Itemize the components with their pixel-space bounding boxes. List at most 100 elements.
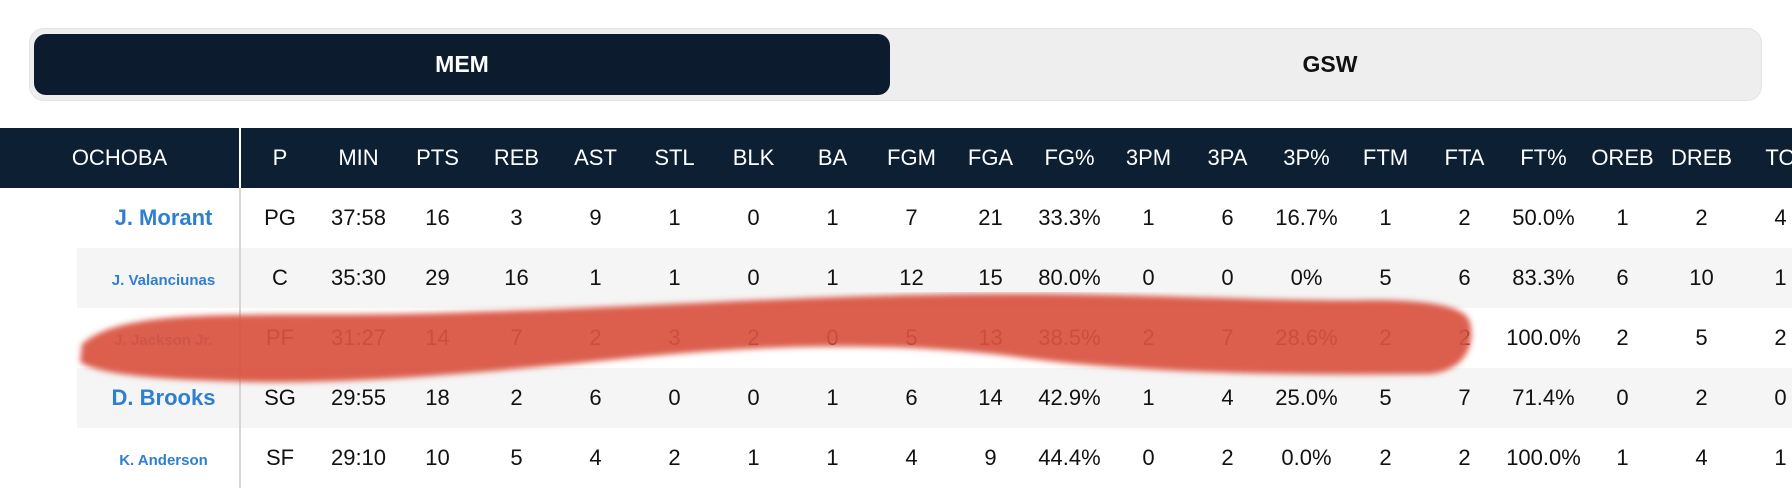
column-header-stat-4[interactable]: REB <box>493 145 540 170</box>
stat-cell: 1 <box>747 445 760 470</box>
stat-cell: 4 <box>589 445 602 470</box>
player-cell: J. Jackson Jr. <box>0 308 241 368</box>
stat-cell: 2 <box>1379 445 1392 470</box>
column-header-stat-10[interactable]: FGA <box>967 145 1014 170</box>
stat-cell: 1 <box>793 248 872 308</box>
stat-cell: 35:30 <box>319 248 398 308</box>
stat-cell: 1 <box>1774 445 1787 470</box>
stat-cell: 7 <box>905 205 918 230</box>
tab-gsw[interactable]: GSW <box>1302 51 1358 77</box>
stat-cell: 31:27 <box>330 325 387 350</box>
stat-cell: 4 <box>905 445 918 470</box>
player-cell: K. Anderson <box>0 428 241 488</box>
stat-cell: 9 <box>984 445 997 470</box>
stat-cell: 0 <box>1109 248 1188 308</box>
team-toggle: MEM GSW <box>30 29 1761 100</box>
stat-cell: 6 <box>1221 205 1234 230</box>
stat-cell: 16 <box>425 205 450 230</box>
stat-cell: 14 <box>951 368 1030 428</box>
tab-mem[interactable]: MEM <box>34 34 890 95</box>
column-header-stat-11[interactable]: FG% <box>1044 145 1095 170</box>
player-name-link[interactable]: J. Jackson Jr. <box>114 332 213 349</box>
column-header-stat-6[interactable]: STL <box>654 145 695 170</box>
stat-cell: 0 <box>826 325 839 350</box>
stat-cell: 38.5% <box>1038 325 1101 350</box>
column-header-stat-19[interactable]: DREB <box>1670 145 1733 170</box>
stat-cell: 37:58 <box>330 205 387 230</box>
stat-cell: 1 <box>668 205 681 230</box>
stat-cell: 7 <box>1221 325 1234 350</box>
stat-cell: 2 <box>1695 205 1708 230</box>
stat-cell: 1 <box>1741 248 1792 308</box>
column-header-stat-7[interactable]: BLK <box>732 145 775 170</box>
player-name-link[interactable]: J. Morant <box>114 205 213 230</box>
stat-cell: 1 <box>1616 205 1629 230</box>
stat-cell: 10 <box>1662 248 1741 308</box>
stat-cell: 1 <box>1616 445 1629 470</box>
stat-cell: 2 <box>1379 325 1392 350</box>
stat-cell: 29 <box>398 248 477 308</box>
player-cell: J. Morant <box>0 188 241 248</box>
stat-cell: 44.4% <box>1038 445 1101 470</box>
column-header-stat-5[interactable]: AST <box>574 145 617 170</box>
stat-cell: 2 <box>1458 205 1471 230</box>
stat-cell: 0 <box>714 368 793 428</box>
column-header-stat-18[interactable]: OREB <box>1591 145 1654 170</box>
table-row: D. Brooks SG 29:55 18 2 6 0 0 1 6 14 42.9% 1 4 25.0% 5 7… <box>0 368 1792 428</box>
stat-cell: 2 <box>1662 368 1741 428</box>
stat-cell: 5 <box>1346 368 1425 428</box>
stat-cell: 0 <box>1583 368 1662 428</box>
column-header-stat-3[interactable]: PTS <box>416 145 459 170</box>
stat-cell: 2 <box>477 368 556 428</box>
stat-cell: 42.9% <box>1030 368 1109 428</box>
stat-cell: 0 <box>1188 248 1267 308</box>
column-header-stat-13[interactable]: 3PA <box>1207 145 1248 170</box>
column-header-stat-16[interactable]: FTA <box>1444 145 1485 170</box>
player-name-link[interactable]: J. Valanciunas <box>111 272 216 289</box>
player-name-link[interactable]: K. Anderson <box>119 452 208 469</box>
player-cell: J. Valanciunas <box>0 248 241 308</box>
stat-cell: 1 <box>556 248 635 308</box>
stat-cell: 0 <box>1142 445 1155 470</box>
column-header-stat-12[interactable]: 3PM <box>1125 145 1172 170</box>
stat-cell: 5 <box>1695 325 1708 350</box>
stat-cell: 0 <box>1741 368 1792 428</box>
stat-cell: 2 <box>1774 325 1787 350</box>
stat-cell: 0 <box>747 205 760 230</box>
stat-cell: 18 <box>398 368 477 428</box>
column-header-stat-15[interactable]: FTM <box>1362 145 1409 170</box>
column-header-stat-1[interactable]: P <box>272 145 288 170</box>
stat-cell: 2 <box>589 325 602 350</box>
stat-cell: 4 <box>1188 368 1267 428</box>
stat-cell: 1 <box>826 205 839 230</box>
stat-cell: 7 <box>1425 368 1504 428</box>
column-header-stat-17[interactable]: FT% <box>1520 145 1567 170</box>
column-header-stat-20[interactable]: TO <box>1765 145 1792 170</box>
stat-cell: 16 <box>477 248 556 308</box>
column-header-stat-14[interactable]: 3P% <box>1283 145 1330 170</box>
player-name-link[interactable]: D. Brooks <box>111 385 216 410</box>
stat-cell: 1 <box>1109 368 1188 428</box>
stat-cell: 83.3% <box>1504 248 1583 308</box>
stat-cell: SG <box>240 368 319 428</box>
stat-cell: 9 <box>589 205 602 230</box>
stat-cell: 4 <box>1774 205 1787 230</box>
stat-cell: 3 <box>668 325 681 350</box>
stat-cell: 0.0% <box>1281 445 1332 470</box>
stat-cell: 6 <box>1583 248 1662 308</box>
stat-cell: 21 <box>978 205 1003 230</box>
stat-cell: 2 <box>1221 445 1234 470</box>
stat-cell: 6 <box>1425 248 1504 308</box>
stat-cell: 2 <box>1458 445 1471 470</box>
column-header-stat-8[interactable]: BA <box>817 145 848 170</box>
stat-cell: 2 <box>1458 325 1471 350</box>
column-header-stat-9[interactable]: FGM <box>887 145 936 170</box>
stat-cell: 71.4% <box>1504 368 1583 428</box>
stat-cell: 1 <box>1379 205 1392 230</box>
column-header-stat-2[interactable]: MIN <box>338 145 379 170</box>
stat-cell: PF <box>265 325 295 350</box>
stat-cell: 2 <box>668 445 681 470</box>
column-header-name[interactable]: OCHOBA <box>0 128 241 188</box>
stat-cell: 16.7% <box>1275 205 1338 230</box>
stat-cell: 29:55 <box>319 368 398 428</box>
